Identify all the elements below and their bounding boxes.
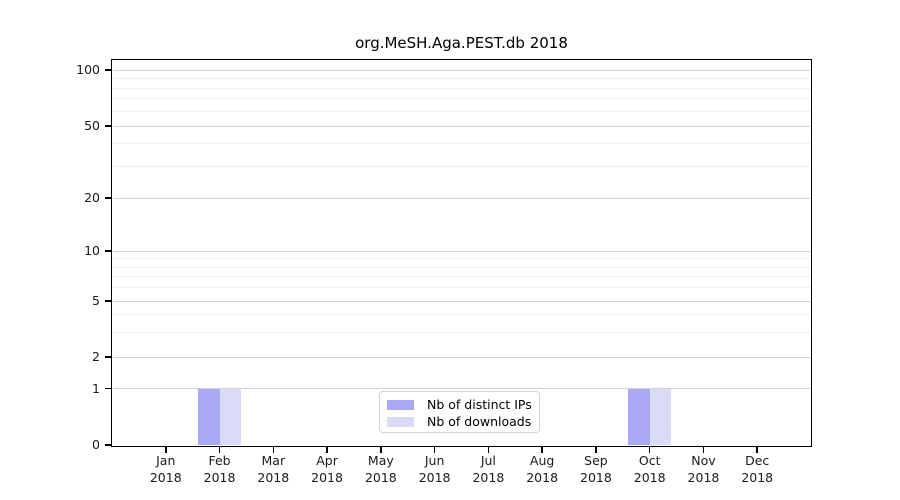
legend-swatch-distinct-ips	[387, 399, 414, 410]
x-tick-mark	[326, 445, 328, 453]
y-tick-mark	[105, 250, 112, 252]
x-tick-label: Feb 2018	[203, 453, 236, 485]
x-tick-label: Sep 2018	[580, 453, 612, 485]
x-tick-mark	[595, 445, 597, 453]
gridline-major	[113, 300, 810, 302]
y-tick-label: 1	[92, 380, 100, 396]
x-tick-mark	[541, 445, 543, 453]
y-tick-mark	[105, 356, 112, 358]
x-tick-label: Oct 2018	[633, 453, 666, 485]
y-tick-label: 20	[84, 190, 100, 205]
y-tick-mark	[105, 300, 112, 302]
x-tick-label: Apr 2018	[311, 453, 343, 485]
y-tick-mark	[105, 125, 112, 127]
y-tick-label: 50	[84, 118, 100, 133]
gridline-minor	[113, 266, 810, 268]
x-tick-label: Jun 2018	[418, 453, 451, 485]
gridline-major	[113, 69, 810, 71]
bar-distinct-ips	[628, 388, 650, 445]
gridline-major	[113, 250, 810, 252]
x-tick-mark	[165, 445, 167, 453]
gridline-major	[113, 197, 810, 199]
y-tick-label: 10	[84, 243, 100, 258]
y-tick-mark	[105, 69, 112, 71]
x-tick-label: Nov 2018	[687, 453, 720, 485]
y-tick-label: 2	[92, 349, 100, 364]
x-tick-label: Jan 2018	[149, 453, 182, 485]
chart-title: org.MeSH.Aga.PEST.db 2018	[355, 34, 568, 52]
gridline-minor	[113, 331, 810, 333]
bar-downloads	[219, 388, 242, 445]
legend-item-downloads: Nb of downloads	[387, 413, 539, 430]
legend-item-distinct-ips: Nb of distinct IPs	[387, 396, 539, 413]
gridline-major	[113, 388, 810, 389]
gridline-minor	[113, 78, 810, 79]
gridline-minor	[113, 87, 810, 89]
y-tick-mark	[105, 444, 112, 446]
y-tick-label: 5	[92, 293, 100, 308]
x-tick-label: Dec 2018	[741, 453, 774, 485]
gridline-minor	[113, 98, 810, 100]
gridline-minor	[113, 165, 810, 167]
gridline-major	[113, 125, 810, 127]
legend-swatch-downloads	[387, 416, 414, 427]
x-tick-label: Aug 2018	[526, 453, 559, 485]
x-tick-mark	[648, 445, 651, 453]
x-tick-label: Mar 2018	[257, 453, 290, 485]
x-tick-mark	[487, 445, 490, 453]
gridline-minor	[113, 314, 810, 316]
legend: Nb of distinct IPs Nb of downloads	[379, 391, 540, 433]
y-tick-mark	[105, 387, 112, 390]
gridline-minor	[113, 276, 810, 278]
x-tick-mark	[702, 445, 705, 453]
bar-distinct-ips	[198, 388, 220, 445]
x-tick-mark	[380, 445, 382, 453]
gridline-minor	[113, 110, 810, 112]
x-tick-mark	[272, 445, 275, 453]
x-tick-mark	[218, 445, 221, 453]
x-tick-label: Jul 2018	[472, 453, 505, 485]
y-tick-label: 0	[92, 437, 100, 452]
x-tick-mark	[433, 445, 436, 453]
gridline-minor	[113, 143, 810, 145]
y-tick-label: 100	[76, 62, 100, 77]
x-tick-mark	[756, 445, 758, 453]
gridline-major	[113, 356, 810, 358]
gridline-minor	[113, 287, 810, 289]
bar-downloads	[649, 388, 672, 445]
x-tick-label: May 2018	[364, 453, 397, 485]
y-tick-mark	[105, 197, 112, 199]
legend-label-downloads: Nb of downloads	[427, 414, 532, 429]
legend-label-distinct-ips: Nb of distinct IPs	[427, 397, 532, 412]
gridline-minor	[113, 258, 810, 260]
